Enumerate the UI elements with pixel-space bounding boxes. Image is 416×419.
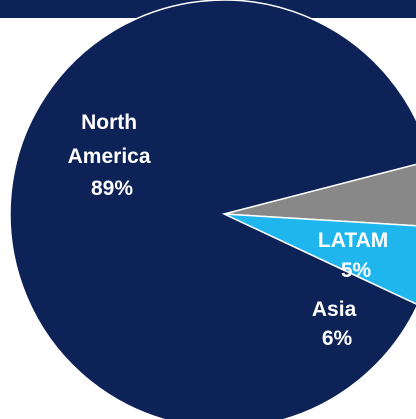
- pie-slices: [9, 0, 416, 419]
- asia-label: Asia: [312, 298, 357, 321]
- north-america-label-line-2: America: [68, 145, 151, 168]
- pie-labels: North America 89% LATAM 5% Asia 6%: [68, 111, 394, 350]
- asia-value: 6%: [322, 327, 353, 350]
- slice-label-latam: LATAM 5%: [318, 229, 394, 282]
- slice-latam: [223, 163, 416, 227]
- latam-value: 5%: [341, 259, 372, 282]
- slice-label-north-america: North America 89%: [68, 111, 157, 200]
- north-america-value: 89%: [91, 177, 133, 200]
- latam-label: LATAM: [318, 229, 388, 252]
- north-america-label-line-1: North: [81, 111, 137, 134]
- slice-label-asia: Asia 6%: [312, 298, 362, 350]
- slice-north-america: [9, 0, 416, 419]
